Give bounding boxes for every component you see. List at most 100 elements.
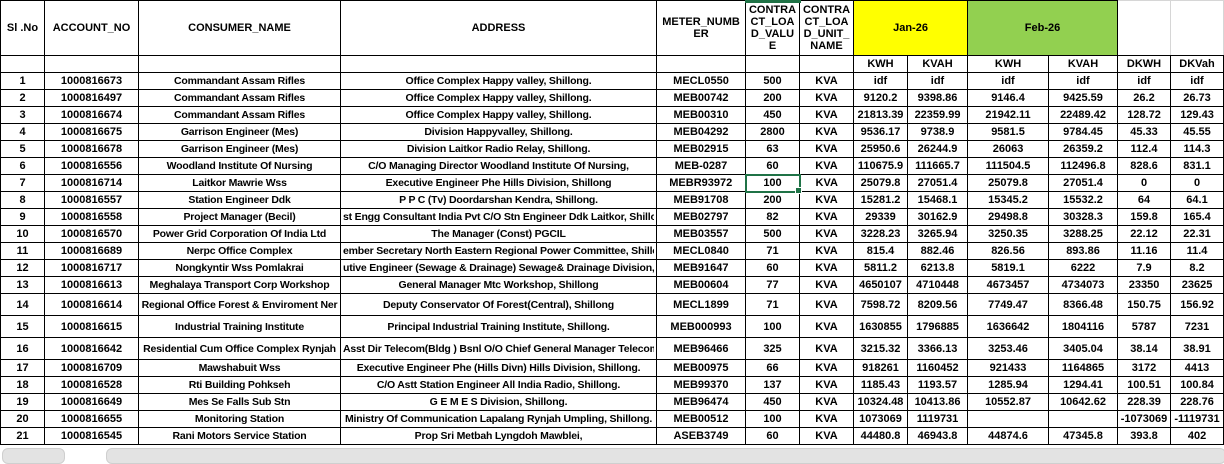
cell-jan_kwh[interactable]: 110675.9 [853, 157, 908, 175]
cell-name[interactable]: Station Engineer Ddk [138, 191, 341, 209]
cell-address[interactable]: The Manager (Const) PGCIL [340, 225, 657, 243]
cell-unit[interactable]: KVA [799, 140, 854, 158]
cell-jan_kwh[interactable]: 10324.48 [853, 393, 908, 411]
cell-load[interactable]: 2800 [745, 123, 800, 141]
cell-meter[interactable]: MEB03557 [656, 225, 746, 243]
cell-address[interactable]: ember Secretary North Eastern Regional P… [340, 242, 657, 260]
cell-name[interactable]: Nerpc Office Complex [138, 242, 341, 260]
cell-address[interactable]: st Engg Consultant India Pvt C/O Stn Eng… [340, 208, 657, 226]
cell-jan_kvah[interactable]: 26244.9 [906, 140, 969, 158]
cell-dkvah[interactable]: 7231 [1170, 315, 1224, 338]
empty-header-cell[interactable] [1170, 0, 1224, 56]
empty-cell[interactable] [44, 55, 139, 73]
cell-jan_kvah[interactable]: 46943.8 [906, 427, 969, 445]
cell-name[interactable]: Garrison Engineer (Mes) [138, 140, 341, 158]
cell-feb_kwh[interactable]: 15345.2 [967, 191, 1050, 209]
cell-meter[interactable]: MEB00512 [656, 410, 746, 428]
cell-dkvah[interactable]: 11.4 [1170, 242, 1224, 260]
cell-sl[interactable]: 13 [0, 276, 45, 294]
cell-feb_kvah[interactable]: 1164865 [1048, 359, 1119, 377]
header-account-no[interactable]: ACCOUNT_NO [44, 0, 139, 56]
cell-jan_kvah[interactable]: 1796885 [906, 315, 969, 338]
header-meter-number[interactable]: METER_NUMBER [656, 0, 746, 56]
cell-meter[interactable]: MEB00310 [656, 106, 746, 124]
cell-account[interactable]: 1000816717 [44, 259, 139, 277]
header-contract-load-value[interactable]: CONTRACT_LOAD_VALUE [745, 0, 800, 56]
cell-load[interactable]: 77 [745, 276, 800, 294]
cell-meter[interactable]: MEB00742 [656, 89, 746, 107]
cell-load[interactable]: 66 [745, 359, 800, 377]
cell-account[interactable]: 1000816673 [44, 72, 139, 90]
cell-meter[interactable]: MEB00975 [656, 359, 746, 377]
cell-address[interactable]: Asst Dir Telecom(Bldg ) Bsnl O/O Chief G… [340, 337, 657, 360]
cell-feb_kwh[interactable]: 826.56 [967, 242, 1050, 260]
header-consumer-name[interactable]: CONSUMER_NAME [138, 0, 341, 56]
cell-address[interactable]: P P C (Tv) Doordarshan Kendra, Shillong. [340, 191, 657, 209]
cell-account[interactable]: 1000816689 [44, 242, 139, 260]
cell-unit[interactable]: KVA [799, 123, 854, 141]
scrollbar-segment-right[interactable] [106, 448, 1224, 464]
cell-account[interactable]: 1000816675 [44, 123, 139, 141]
cell-sl[interactable]: 10 [0, 225, 45, 243]
cell-name[interactable]: Mes Se Falls Sub Stn [138, 393, 341, 411]
cell-address[interactable]: utive Engineer (Sewage & Drainage) Sewag… [340, 259, 657, 277]
cell-dkwh[interactable]: 128.72 [1117, 106, 1172, 124]
cell-feb_kwh[interactable]: 10552.87 [967, 393, 1050, 411]
cell-jan_kwh[interactable]: 4650107 [853, 276, 908, 294]
cell-address[interactable]: G E M E S Division, Shillong. [340, 393, 657, 411]
month2-header[interactable]: Feb-26 [967, 0, 1119, 56]
cell-load[interactable]: 137 [745, 376, 800, 394]
cell-address[interactable]: Executive Engineer Phe (Hills Divn) Hill… [340, 359, 657, 377]
cell-jan_kwh[interactable]: 918261 [853, 359, 908, 377]
subheader-jan-kwh[interactable]: KWH [853, 55, 908, 73]
cell-jan_kvah[interactable]: 10413.86 [906, 393, 969, 411]
cell-dkwh[interactable]: 100.51 [1117, 376, 1172, 394]
cell-feb_kwh[interactable]: idf [967, 72, 1050, 90]
empty-header-cell[interactable] [1117, 0, 1172, 56]
cell-jan_kwh[interactable]: 25079.8 [853, 174, 908, 192]
cell-jan_kvah[interactable]: 8209.56 [906, 293, 969, 316]
cell-unit[interactable]: KVA [799, 157, 854, 175]
cell-dkvah[interactable]: 38.91 [1170, 337, 1224, 360]
cell-sl[interactable]: 19 [0, 393, 45, 411]
cell-load[interactable]: 200 [745, 89, 800, 107]
cell-sl[interactable]: 21 [0, 427, 45, 445]
cell-account[interactable]: 1000816678 [44, 140, 139, 158]
cell-name[interactable]: Mawshabuit Wss [138, 359, 341, 377]
cell-feb_kvah[interactable]: 1294.41 [1048, 376, 1119, 394]
subheader-feb-kvah[interactable]: KVAH [1048, 55, 1119, 73]
cell-unit[interactable]: KVA [799, 208, 854, 226]
cell-feb_kwh[interactable]: 21942.11 [967, 106, 1050, 124]
cell-jan_kvah[interactable]: 3366.13 [906, 337, 969, 360]
cell-meter[interactable]: MEB02797 [656, 208, 746, 226]
cell-name[interactable]: Woodland Institute Of Nursing [138, 157, 341, 175]
cell-address[interactable]: General Manager Mtc Workshop, Shillong [340, 276, 657, 294]
cell-jan_kwh[interactable]: 815.4 [853, 242, 908, 260]
cell-jan_kvah[interactable]: 3265.94 [906, 225, 969, 243]
cell-sl[interactable]: 12 [0, 259, 45, 277]
cell-load[interactable]: 325 [745, 337, 800, 360]
cell-meter[interactable]: MEB-0287 [656, 157, 746, 175]
cell-dkwh[interactable]: 23350 [1117, 276, 1172, 294]
cell-jan_kvah[interactable]: 30162.9 [906, 208, 969, 226]
cell-dkwh[interactable]: 22.12 [1117, 225, 1172, 243]
subheader-dkvah[interactable]: DKVah [1170, 55, 1224, 73]
cell-name[interactable]: Commandant Assam Rifles [138, 106, 341, 124]
cell-load[interactable]: 500 [745, 225, 800, 243]
cell-dkvah[interactable]: 228.76 [1170, 393, 1224, 411]
cell-meter[interactable]: MECL0840 [656, 242, 746, 260]
cell-jan_kwh[interactable]: 1073069 [853, 410, 908, 428]
cell-account[interactable]: 1000816649 [44, 393, 139, 411]
header-contract-load-unit-name[interactable]: CONTRACT_LOAD_UNIT_NAME [799, 0, 854, 56]
cell-meter[interactable]: ASEB3749 [656, 427, 746, 445]
cell-load[interactable]: 82 [745, 208, 800, 226]
cell-dkwh[interactable]: -1073069 [1117, 410, 1172, 428]
cell-sl[interactable]: 6 [0, 157, 45, 175]
cell-meter[interactable]: MEB02915 [656, 140, 746, 158]
cell-sl[interactable]: 11 [0, 242, 45, 260]
cell-meter[interactable]: MEB96466 [656, 337, 746, 360]
cell-sl[interactable]: 9 [0, 208, 45, 226]
cell-account[interactable]: 1000816615 [44, 315, 139, 338]
cell-sl[interactable]: 17 [0, 359, 45, 377]
cell-address[interactable]: Executive Engineer Phe Hills Division, S… [340, 174, 657, 192]
